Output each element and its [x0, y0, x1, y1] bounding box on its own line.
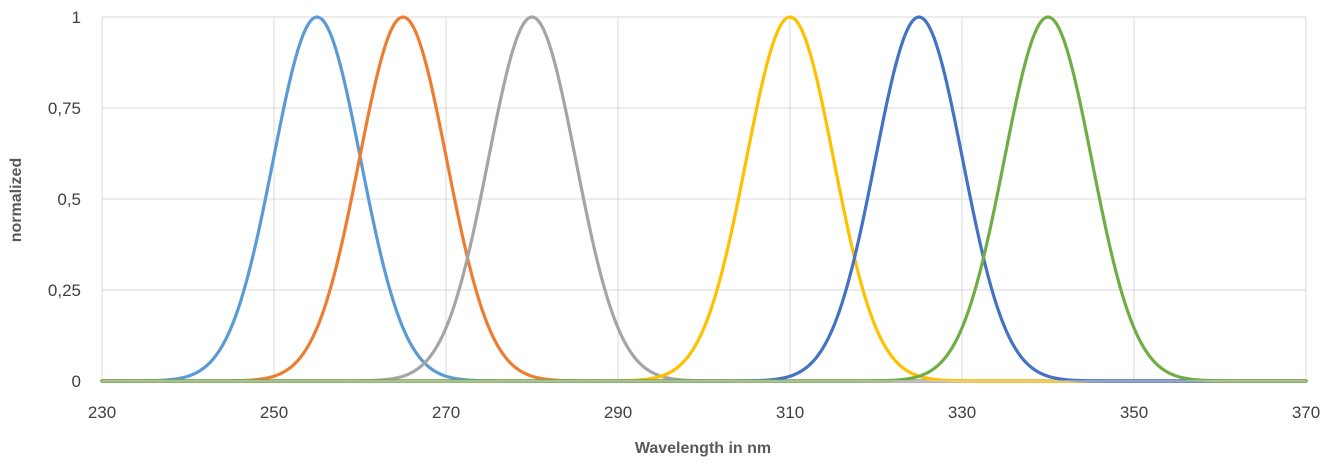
x-tick-label: 330: [948, 403, 976, 422]
y-tick-label: 0,5: [57, 190, 81, 209]
y-tick-label: 0,75: [48, 99, 81, 118]
y-axis-title: normalized: [8, 158, 25, 242]
x-tick-label: 370: [1292, 403, 1320, 422]
x-tick-label: 350: [1120, 403, 1148, 422]
x-axis-title: Wavelength in nm: [635, 440, 771, 457]
x-tick-label: 270: [432, 403, 460, 422]
x-tick-label: 310: [776, 403, 804, 422]
y-tick-label: 1: [72, 8, 81, 27]
grid: [101, 16, 1307, 381]
y-tick-label: 0: [72, 372, 81, 391]
axes: 230 250 270 290 310 330 350 370 0 0,25 0,5 0,75 1: [48, 8, 1320, 422]
y-tick-label: 0,25: [48, 281, 81, 300]
x-tick-label: 250: [260, 403, 288, 422]
x-tick-label: 290: [604, 403, 632, 422]
x-tick-label: 230: [88, 403, 116, 422]
